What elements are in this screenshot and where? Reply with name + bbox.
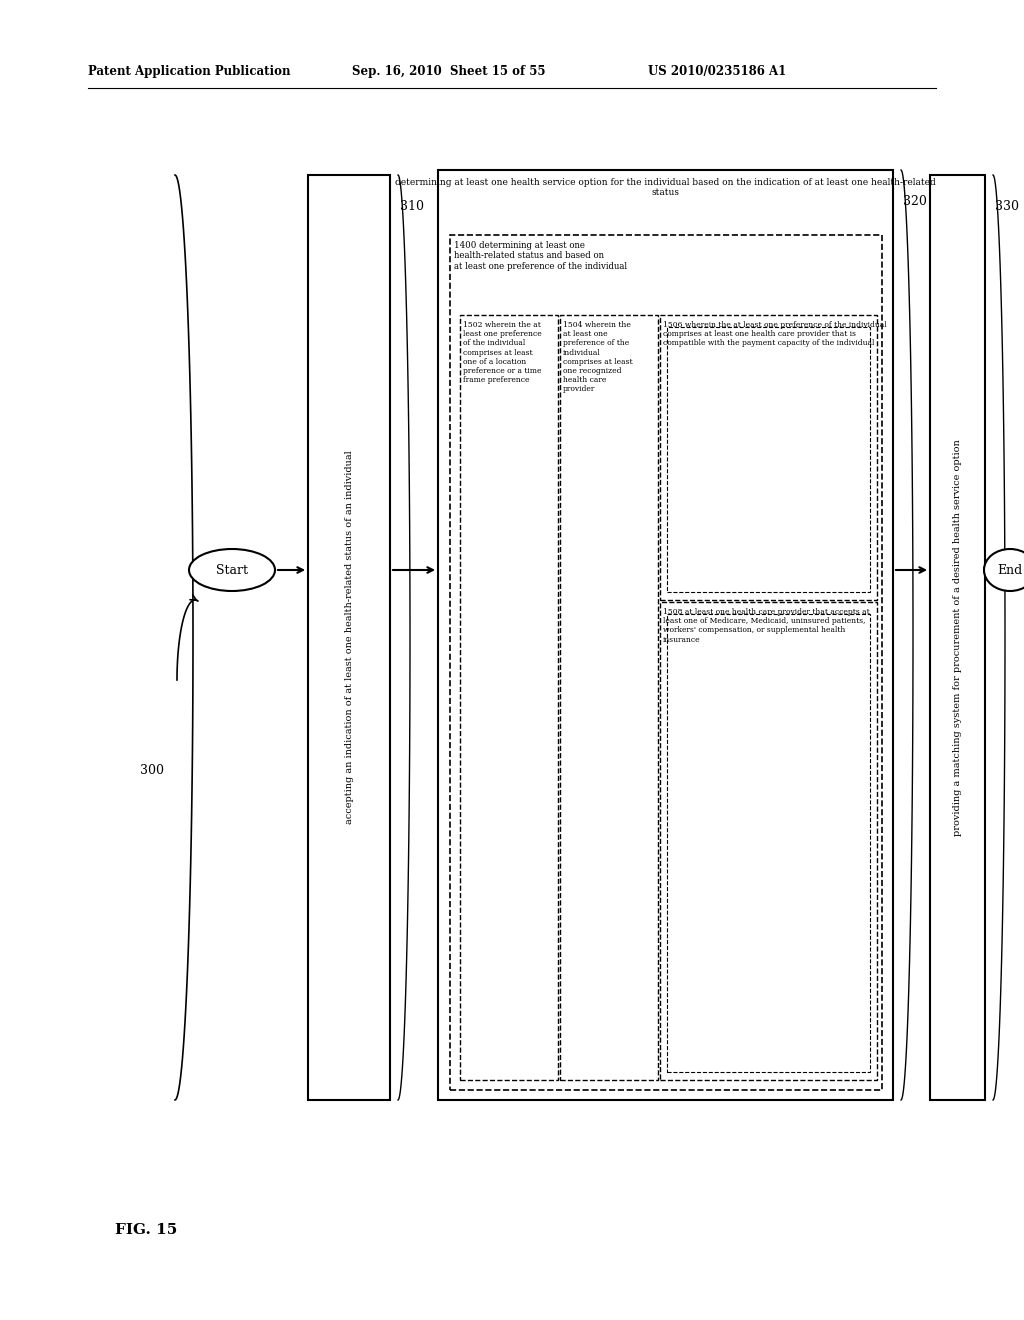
Text: 330: 330 [995,201,1019,213]
Bar [660,315,877,601]
Text: FIG. 15: FIG. 15 [115,1224,177,1237]
Bar [460,315,558,1080]
Bar [438,170,893,1100]
Text: 1504 wherein the
at least one
preference of the
individual
comprises at least
on: 1504 wherein the at least one preference… [563,321,633,393]
Text: Sep. 16, 2010  Sheet 15 of 55: Sep. 16, 2010 Sheet 15 of 55 [352,66,546,78]
Text: 300: 300 [140,763,164,776]
Text: 1400 determining at least one
health-related status and based on
at least one pr: 1400 determining at least one health-rel… [454,242,627,271]
Bar [667,327,870,591]
Bar [930,176,985,1100]
Ellipse shape [984,549,1024,591]
Text: 320: 320 [903,195,927,209]
Bar [560,315,658,1080]
Bar [450,235,882,1090]
Text: determining at least one health service option for the individual based on the i: determining at least one health service … [395,178,936,198]
Ellipse shape [189,549,275,591]
Text: 310: 310 [400,201,424,213]
Text: 1502 wherein the at
least one preference
of the individual
comprises at least
on: 1502 wherein the at least one preference… [463,321,542,384]
Text: providing a matching system for procurement of a desired health service option: providing a matching system for procurem… [953,440,962,836]
Text: US 2010/0235186 A1: US 2010/0235186 A1 [648,66,786,78]
Text: accepting an indication of at least one health-related status of an individual: accepting an indication of at least one … [344,450,353,825]
Text: Patent Application Publication: Patent Application Publication [88,66,291,78]
Bar [667,614,870,1072]
Bar [660,602,877,1080]
Text: 1508 at least one health care provider that accepts at
least one of Medicare, Me: 1508 at least one health care provider t… [663,609,869,644]
Text: End: End [997,564,1023,577]
Text: Start: Start [216,564,248,577]
Bar [308,176,390,1100]
Text: 1506 wherein the at least one preference of the individual
comprises at least on: 1506 wherein the at least one preference… [663,321,887,347]
